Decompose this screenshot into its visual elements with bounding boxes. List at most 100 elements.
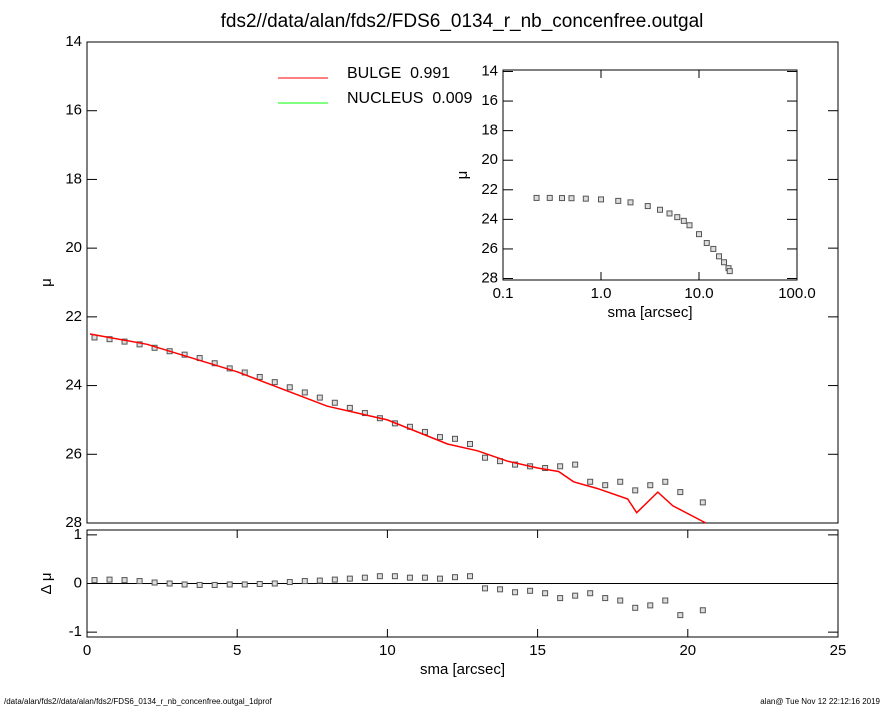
x-tick-label: 5 xyxy=(233,642,241,659)
data-point xyxy=(301,389,308,396)
data-point xyxy=(211,360,218,367)
data-point xyxy=(559,195,566,202)
y-tick-label: -1 xyxy=(69,623,82,640)
data-point xyxy=(196,581,203,588)
data-point xyxy=(627,199,634,206)
x-tick-label: 15 xyxy=(529,642,546,659)
data-point xyxy=(361,410,368,417)
data-point xyxy=(582,195,589,202)
data-point xyxy=(572,461,579,468)
data-point xyxy=(617,597,624,604)
data-point xyxy=(512,589,519,596)
data-point xyxy=(546,194,553,201)
data-point xyxy=(256,580,263,587)
data-point xyxy=(346,404,353,411)
data-point xyxy=(703,240,710,247)
data-point xyxy=(677,612,684,619)
y-axis-label: μ xyxy=(38,278,55,287)
y-tick-label: 18 xyxy=(481,122,498,139)
data-point xyxy=(151,579,158,586)
y-tick-label: 28 xyxy=(481,269,498,286)
data-point xyxy=(286,579,293,586)
data-point xyxy=(512,461,519,468)
data-point xyxy=(316,577,323,584)
data-point xyxy=(666,210,673,217)
data-point xyxy=(568,195,575,202)
data-point xyxy=(587,590,594,597)
legend-label: BULGE 0.991 xyxy=(347,65,450,82)
y-tick-label: 20 xyxy=(65,239,82,256)
data-point xyxy=(376,573,383,580)
data-point xyxy=(331,576,338,583)
data-point xyxy=(632,487,639,494)
y-tick-label: 22 xyxy=(65,308,82,325)
x-tick-label: 20 xyxy=(679,642,696,659)
data-point xyxy=(166,580,173,587)
data-point xyxy=(451,574,458,581)
y-tick-label: 28 xyxy=(65,514,82,531)
data-point xyxy=(271,379,278,386)
data-point xyxy=(602,595,609,602)
data-point xyxy=(211,581,218,588)
data-point xyxy=(121,577,128,584)
data-point xyxy=(136,578,143,585)
y-tick-label: 0 xyxy=(74,574,82,591)
data-point xyxy=(710,245,717,252)
data-point xyxy=(674,214,681,221)
y-tick-label: 26 xyxy=(65,445,82,462)
x-tick-label: 25 xyxy=(830,642,847,659)
data-point xyxy=(181,581,188,588)
footer-left: /data/alan/fds2//data/alan/fds2/FDS6_013… xyxy=(4,697,273,706)
model-line xyxy=(89,333,707,524)
y-tick-label: 24 xyxy=(481,210,498,227)
data-point xyxy=(617,478,624,485)
data-point xyxy=(391,573,398,580)
data-point xyxy=(657,206,664,213)
y-tick-label: 26 xyxy=(481,240,498,257)
y-axis-label: Δ μ xyxy=(38,572,55,594)
data-point xyxy=(632,604,639,611)
y-tick-label: 14 xyxy=(481,62,498,79)
y-tick-label: 16 xyxy=(65,102,82,119)
data-point xyxy=(106,336,113,343)
data-point xyxy=(615,197,622,204)
data-point xyxy=(542,590,549,597)
data-point xyxy=(572,592,579,599)
x-axis-label: sma [arcsec] xyxy=(607,304,692,321)
data-point xyxy=(662,597,669,604)
data-point xyxy=(680,217,687,224)
data-point xyxy=(121,338,128,345)
data-point xyxy=(542,465,549,472)
y-tick-label: 24 xyxy=(65,377,82,394)
data-point xyxy=(647,602,654,609)
data-point xyxy=(587,478,594,485)
data-point xyxy=(361,574,368,581)
data-point xyxy=(716,253,723,260)
x-tick-label: 0.1 xyxy=(493,285,514,302)
y-tick-label: 22 xyxy=(481,181,498,198)
data-point xyxy=(136,341,143,348)
data-point xyxy=(331,399,338,406)
data-point xyxy=(467,573,474,580)
data-point xyxy=(644,203,651,210)
x-axis-label: sma [arcsec] xyxy=(420,661,505,678)
data-point xyxy=(497,586,504,593)
data-point xyxy=(721,259,728,266)
data-point xyxy=(346,575,353,582)
data-point xyxy=(482,585,489,592)
data-point xyxy=(467,440,474,447)
y-tick-label: 18 xyxy=(65,170,82,187)
data-point xyxy=(677,489,684,496)
data-point xyxy=(482,454,489,461)
y-axis-label: μ xyxy=(454,171,471,180)
data-point xyxy=(451,435,458,442)
plot-frame xyxy=(86,41,839,524)
data-point xyxy=(271,580,278,587)
data-point xyxy=(286,384,293,391)
data-point xyxy=(699,499,706,506)
data-point xyxy=(256,373,263,380)
data-point xyxy=(533,194,540,201)
data-point xyxy=(602,482,609,489)
data-point xyxy=(527,587,534,594)
data-point xyxy=(106,576,113,583)
